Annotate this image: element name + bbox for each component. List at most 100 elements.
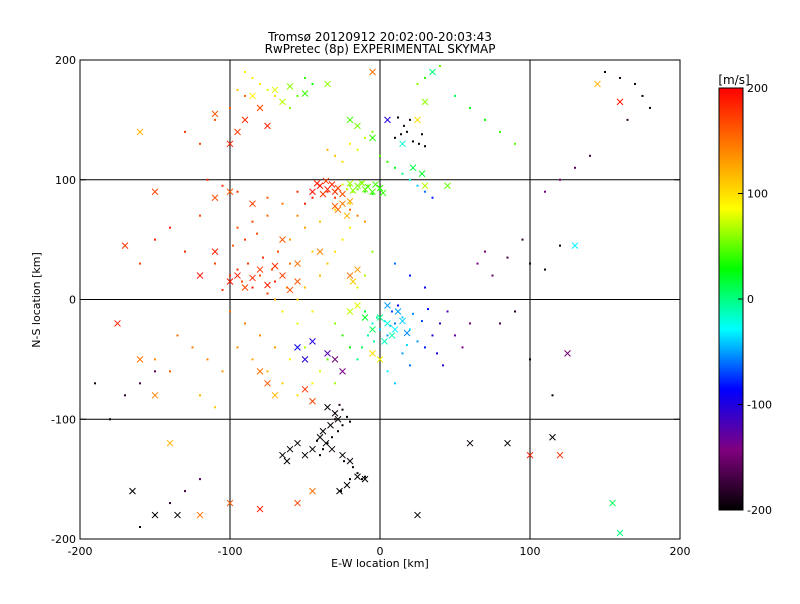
data-point-cross xyxy=(271,391,279,399)
data-point-dot xyxy=(232,244,234,247)
data-point-dot xyxy=(514,310,516,313)
data-point-cross xyxy=(414,116,421,124)
data-point-cross xyxy=(346,272,354,279)
data-point-cross xyxy=(151,391,159,399)
data-point-cross xyxy=(346,197,354,205)
data-point-dot xyxy=(379,154,381,157)
data-point-cross xyxy=(421,182,429,190)
data-point-dot xyxy=(326,262,329,265)
data-point-dot xyxy=(373,340,375,343)
data-point-cross xyxy=(444,182,451,190)
data-point-cross xyxy=(136,128,144,136)
data-point-cross xyxy=(388,332,396,339)
x-tick-label: -100 xyxy=(218,545,243,558)
data-point-dot xyxy=(499,322,501,325)
data-point-dot xyxy=(311,382,314,385)
data-point-dot xyxy=(349,478,351,481)
data-point-dot xyxy=(334,418,336,421)
data-point-cross xyxy=(309,397,316,405)
data-point-cross xyxy=(339,190,346,198)
data-point-dot xyxy=(349,420,351,423)
data-point-dot xyxy=(514,142,516,145)
data-point-dot xyxy=(436,352,438,355)
data-point-cross xyxy=(369,326,376,333)
data-point-dot xyxy=(251,286,254,289)
data-point-dot xyxy=(406,344,408,347)
data-point-dot xyxy=(379,188,381,191)
data-point-cross xyxy=(376,356,384,363)
data-point-cross xyxy=(226,499,234,507)
data-point-dot xyxy=(356,472,359,475)
data-point-dot xyxy=(199,394,201,397)
data-point-cross xyxy=(264,281,271,289)
data-point-dot xyxy=(364,190,366,193)
data-point-cross xyxy=(354,122,361,130)
data-point-dot xyxy=(634,82,636,85)
data-point-cross xyxy=(241,284,249,291)
x-tick-label: 200 xyxy=(670,545,691,558)
data-point-dot xyxy=(506,256,509,259)
data-point-dot xyxy=(277,250,279,253)
data-point-cross xyxy=(279,272,286,279)
data-point-dot xyxy=(361,346,363,349)
data-point-cross xyxy=(256,367,264,375)
data-point-cross xyxy=(328,181,336,188)
data-point-dot xyxy=(319,274,321,277)
data-point-dot xyxy=(340,490,342,493)
data-point-cross xyxy=(151,511,159,519)
data-point-dot xyxy=(169,226,171,229)
data-point-dot xyxy=(154,370,156,373)
data-point-cross xyxy=(346,116,354,124)
data-point-dot xyxy=(341,334,344,337)
data-point-cross xyxy=(256,104,264,112)
data-point-cross xyxy=(196,272,204,279)
data-point-dot xyxy=(431,196,434,199)
data-point-dot xyxy=(251,358,254,361)
data-point-dot xyxy=(491,274,494,277)
data-point-dot xyxy=(139,262,141,265)
data-point-dot xyxy=(311,250,314,253)
data-point-dot xyxy=(499,130,501,133)
data-point-dot xyxy=(289,358,291,361)
y-tick-label: -200 xyxy=(51,533,76,546)
data-point-dot xyxy=(274,280,276,283)
data-point-dot xyxy=(334,208,336,211)
data-point-dot xyxy=(364,310,366,313)
data-point-cross xyxy=(526,451,534,459)
data-point-dot xyxy=(356,286,359,289)
data-point-cross xyxy=(271,262,279,270)
data-point-cross xyxy=(249,274,256,282)
data-point-dot xyxy=(274,346,276,349)
data-point-dot xyxy=(352,466,354,469)
data-point-dot xyxy=(476,262,479,265)
data-point-dot xyxy=(326,148,329,151)
data-point-dot xyxy=(469,322,471,325)
data-point-dot xyxy=(376,316,378,319)
data-point-cross xyxy=(226,278,234,285)
data-point-cross xyxy=(279,98,286,106)
data-point-dot xyxy=(574,166,576,169)
data-point-dot xyxy=(341,238,344,241)
data-point-cross xyxy=(279,451,286,459)
data-point-cross xyxy=(429,68,436,76)
x-tick-label: 0 xyxy=(377,545,384,558)
data-point-cross xyxy=(403,329,411,337)
data-point-dot xyxy=(266,214,269,217)
data-point-cross xyxy=(358,179,366,187)
data-point-dot xyxy=(349,184,351,187)
data-point-cross xyxy=(271,86,279,94)
data-point-dot xyxy=(626,118,629,121)
data-point-cross xyxy=(324,80,331,88)
data-point-cross xyxy=(211,248,219,255)
data-point-cross xyxy=(346,457,354,465)
data-point-dot xyxy=(169,370,171,373)
data-point-dot xyxy=(319,370,321,373)
data-point-dot xyxy=(236,226,239,229)
data-point-cross xyxy=(384,116,391,124)
data-point-dot xyxy=(199,214,201,217)
data-point-dot xyxy=(206,178,209,181)
data-point-dot xyxy=(274,94,276,97)
data-point-dot xyxy=(184,490,186,493)
data-point-dot xyxy=(529,262,531,265)
